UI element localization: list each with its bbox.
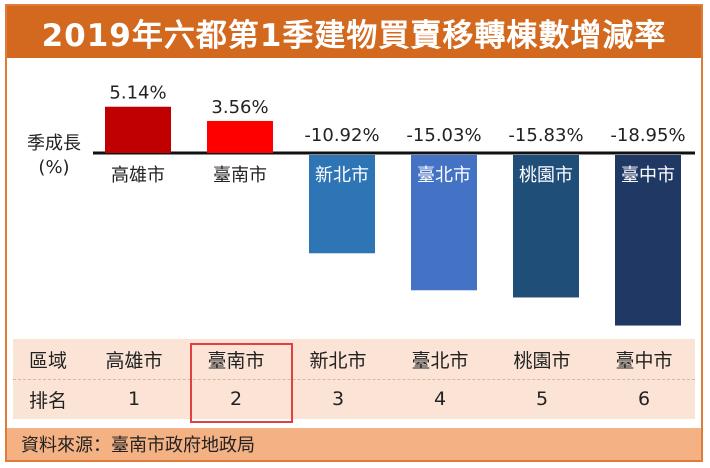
title-bar: 2019年六都第1季建物買賣移轉棟數增減率 — [7, 6, 701, 58]
bar-4 — [411, 155, 477, 291]
value-label: -10.92% — [304, 125, 379, 146]
bar-5 — [513, 155, 579, 298]
region-cell: 新北市 — [309, 349, 367, 372]
region-cell: 桃園市 — [513, 349, 571, 372]
bar-6 — [615, 155, 681, 326]
category-label: 臺中市 — [621, 165, 675, 186]
value-label: 3.56% — [211, 97, 268, 118]
y-axis-label-line1: 季成長 — [27, 133, 81, 154]
rank-cell: 3 — [331, 388, 345, 410]
highlight-box — [190, 343, 293, 423]
bar-1 — [105, 106, 171, 153]
category-label: 臺南市 — [213, 165, 267, 186]
value-label: 5.14% — [109, 83, 166, 104]
rank-cell: 4 — [433, 388, 447, 410]
rank-cell: 1 — [127, 388, 141, 410]
value-label: -15.03% — [406, 125, 481, 146]
region-cell: 臺北市 — [411, 349, 469, 372]
category-label: 臺北市 — [417, 165, 471, 186]
y-axis-label: 季成長 (%) — [19, 132, 89, 180]
bar-3 — [309, 155, 375, 254]
region-cell: 臺南市 — [207, 349, 265, 372]
chart-area: 季成長 (%) 5.14% 高雄市 3.56% 臺南市 -10.92% 新北市 -15.03… — [7, 58, 701, 330]
value-label: -18.95% — [610, 125, 685, 146]
category-label: 桃園市 — [519, 165, 573, 186]
region-cell: 高雄市 — [105, 349, 163, 372]
bar-chart: 5.14% 高雄市 3.56% 臺南市 -10.92% 新北市 -15.03% 臺北市 -15.… — [93, 83, 695, 326]
rank-cell: 5 — [535, 388, 549, 410]
rank-cell: 6 — [637, 388, 651, 410]
bar-2 — [207, 120, 273, 153]
rank-header: 排名 — [28, 389, 67, 412]
chart-title: 2019年六都第1季建物買賣移轉棟數增減率 — [41, 17, 667, 54]
value-label: -15.83% — [508, 125, 583, 146]
category-label: 高雄市 — [111, 165, 165, 186]
region-row: 區域 高雄市 臺南市 新北市 臺北市 桃園市 臺中市 — [13, 339, 695, 380]
rank-row: 排名 1 2 3 4 5 6 — [13, 379, 695, 419]
rank-cell: 2 — [229, 388, 243, 410]
y-axis-label-line2: (%) — [38, 157, 70, 178]
source-text: 資料來源：臺南市政府地政局 — [21, 435, 255, 456]
region-header: 區域 — [28, 349, 67, 372]
source-bar: 資料來源：臺南市政府地政局 — [7, 428, 701, 460]
category-label: 新北市 — [315, 165, 369, 186]
ranking-table: 區域 高雄市 臺南市 新北市 臺北市 桃園市 臺中市 排名 1 2 3 4 5 … — [13, 339, 695, 419]
infographic-frame: 2019年六都第1季建物買賣移轉棟數增減率 季成長 (%) 5.14% 高雄市 3.… — [5, 4, 703, 462]
region-cell: 臺中市 — [615, 349, 673, 372]
